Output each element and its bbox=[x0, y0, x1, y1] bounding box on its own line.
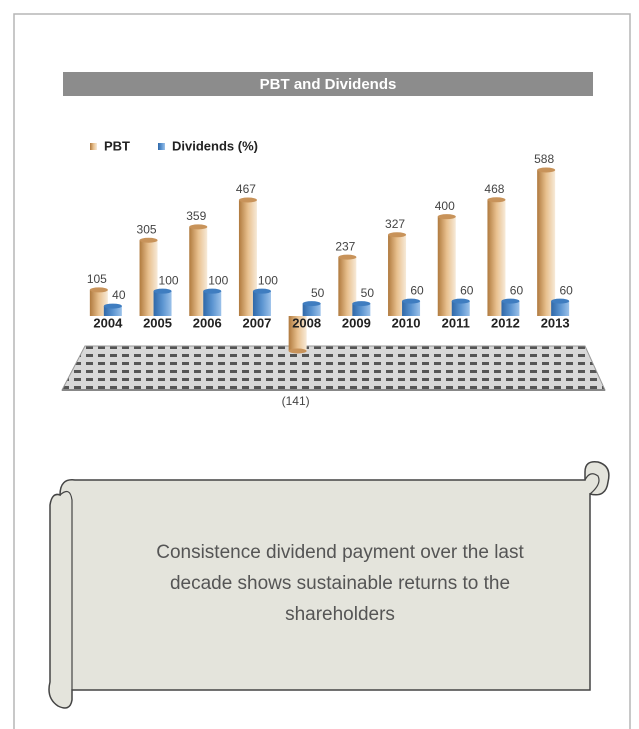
bar-cap bbox=[338, 254, 357, 260]
annotation: Consistence dividend payment over the la… bbox=[156, 542, 524, 625]
x-tick-label: 2012 bbox=[491, 315, 520, 330]
bar bbox=[388, 234, 407, 316]
x-tick-label: 2006 bbox=[193, 315, 222, 330]
frame bbox=[13, 13, 631, 729]
bar-cap bbox=[501, 298, 520, 304]
x-tick-label: 2008 bbox=[292, 315, 321, 330]
bar-cap bbox=[487, 197, 506, 203]
bar bbox=[451, 301, 470, 316]
bar-cap bbox=[139, 237, 158, 243]
legend-swatch bbox=[158, 143, 165, 150]
value-label: 60 bbox=[460, 283, 474, 297]
bar bbox=[551, 301, 570, 316]
bar bbox=[189, 226, 208, 316]
legend-swatch bbox=[90, 143, 97, 150]
value-label: 60 bbox=[559, 283, 573, 297]
bar-cap bbox=[402, 298, 421, 304]
bar bbox=[501, 301, 520, 316]
bar-cap bbox=[451, 298, 470, 304]
bar bbox=[139, 240, 158, 316]
bar bbox=[153, 291, 172, 316]
bar-cap bbox=[153, 288, 172, 294]
value-label: 100 bbox=[258, 273, 278, 287]
bar bbox=[103, 306, 122, 316]
value-label: 467 bbox=[236, 182, 256, 196]
value-label: 105 bbox=[87, 272, 107, 286]
value-label: 468 bbox=[484, 182, 504, 196]
scroll bbox=[48, 460, 610, 709]
bar bbox=[238, 200, 257, 316]
value-label: 305 bbox=[137, 222, 157, 236]
bar-cap bbox=[537, 167, 556, 173]
value-label: 327 bbox=[385, 217, 405, 231]
bar bbox=[487, 199, 506, 316]
x-tick-label: 2009 bbox=[342, 315, 371, 330]
bar-cap bbox=[437, 214, 456, 220]
bar bbox=[89, 289, 108, 316]
bar bbox=[338, 257, 357, 316]
value-label: 237 bbox=[335, 239, 355, 253]
chart-title: PBT and Dividends bbox=[260, 76, 397, 93]
x-tick-label: 2011 bbox=[442, 315, 470, 330]
value-label: 359 bbox=[186, 209, 206, 223]
bar-cap bbox=[288, 348, 307, 354]
bar-cap bbox=[238, 197, 257, 203]
x-tick-label: 2013 bbox=[541, 315, 570, 330]
bar bbox=[437, 216, 456, 316]
value-label: 60 bbox=[410, 283, 424, 297]
bar bbox=[402, 301, 421, 316]
bar-cap bbox=[203, 288, 222, 294]
bar bbox=[252, 291, 271, 316]
value-label: 50 bbox=[311, 286, 325, 300]
x-tick-label: 2004 bbox=[93, 315, 123, 330]
bar-cap bbox=[352, 301, 371, 307]
bar-cap bbox=[388, 232, 407, 238]
bar bbox=[302, 303, 321, 316]
value-label: 40 bbox=[112, 288, 126, 302]
value-label: 100 bbox=[159, 273, 179, 287]
scroll-curl bbox=[59, 473, 600, 690]
value-label: 50 bbox=[361, 286, 375, 300]
bar-cap bbox=[551, 298, 570, 304]
bar bbox=[288, 316, 307, 352]
value-label: 60 bbox=[510, 283, 524, 297]
legend-label: PBT bbox=[104, 138, 130, 153]
value-label: 400 bbox=[435, 199, 455, 213]
x-tick-label: 2010 bbox=[392, 315, 421, 330]
title-bar bbox=[63, 72, 593, 96]
bar bbox=[352, 303, 371, 316]
bar bbox=[537, 170, 556, 316]
floor bbox=[61, 345, 606, 391]
bar-cap bbox=[302, 301, 321, 307]
bar-cap bbox=[103, 303, 122, 309]
x-tick-label: 2007 bbox=[242, 315, 271, 330]
x-tick-label: 2005 bbox=[143, 315, 172, 330]
value-label: 588 bbox=[534, 152, 554, 166]
value-label: (141) bbox=[282, 394, 310, 408]
legend-label: Dividends (%) bbox=[172, 138, 258, 153]
bar-cap bbox=[189, 224, 208, 230]
bar-cap bbox=[252, 288, 271, 294]
value-label: 100 bbox=[208, 273, 228, 287]
bar bbox=[203, 291, 222, 316]
bar-cap bbox=[89, 287, 108, 293]
